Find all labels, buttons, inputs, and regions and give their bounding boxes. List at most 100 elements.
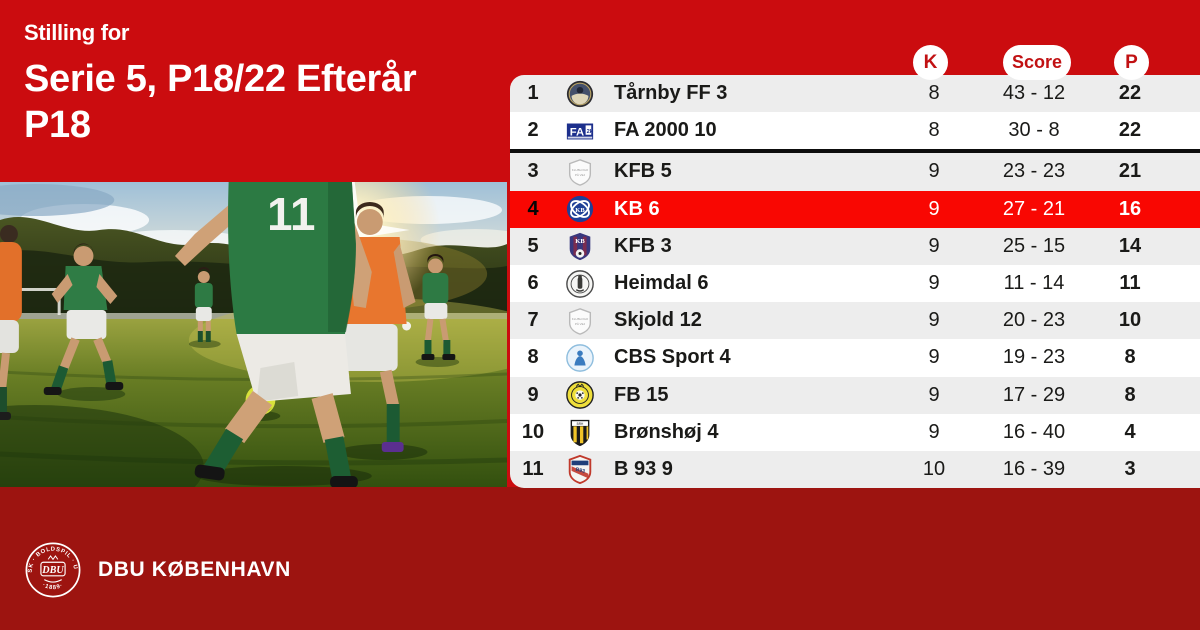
page-title-line1: Serie 5, P18/22 Efterår bbox=[24, 58, 417, 100]
table-row: 11 B93 B 93 9 10 16 - 39 3 bbox=[510, 450, 1200, 488]
points-cell: 3 bbox=[1124, 457, 1136, 480]
club-logo-cell bbox=[556, 343, 604, 373]
points-cell: 8 bbox=[1124, 346, 1136, 369]
table-row: 1 Tårnby FF 3 8 43 - 12 22 bbox=[510, 75, 1200, 113]
goal-score-cell: 16 - 39 bbox=[1002, 457, 1066, 480]
position-cell: 10 bbox=[521, 420, 545, 443]
points-cell: 22 bbox=[1118, 82, 1142, 105]
dbu-logo-icon: DANSK · BOLDSPIL · UNION ·1889· DBU bbox=[24, 541, 81, 598]
team-name-cell: Brønshøj 4 bbox=[614, 420, 719, 443]
column-header-score: Score bbox=[1003, 45, 1071, 80]
position-cell: 2 bbox=[527, 119, 539, 142]
table-row: 9 FB 15 9 17 - 29 8 bbox=[510, 376, 1200, 414]
football-match-photo: 11 bbox=[0, 182, 507, 487]
games-played-cell: 8 bbox=[928, 119, 940, 142]
points-cell: 14 bbox=[1118, 234, 1142, 257]
page-title: Serie 5, P18/22 Efterår P18 bbox=[24, 56, 504, 148]
standings-table: 1 Tårnby FF 3 8 43 - 12 22 2 FA 2k FA 200… bbox=[510, 75, 1200, 488]
svg-text:PÅ VEJ: PÅ VEJ bbox=[575, 172, 586, 177]
kb-club-logo-icon: KB bbox=[566, 196, 594, 223]
bronshoj-club-logo-icon: BRH bbox=[570, 420, 590, 447]
goal-score-cell: 19 - 23 bbox=[1002, 346, 1066, 369]
goal-score-cell: 17 - 29 bbox=[1002, 383, 1066, 406]
team-name-cell: KB 6 bbox=[614, 197, 660, 220]
goal-score-cell: 25 - 15 bbox=[1002, 234, 1066, 257]
club-logo-cell: B93 bbox=[556, 454, 604, 485]
goal-score-cell: 16 - 40 bbox=[1002, 420, 1066, 443]
club-logo-cell: BRH bbox=[556, 417, 604, 447]
team-name-cell: CBS Sport 4 bbox=[614, 346, 731, 369]
team-name-cell: Heimdal 6 bbox=[614, 272, 709, 295]
games-played-cell: 9 bbox=[928, 272, 940, 295]
kicker-text: Stilling for bbox=[24, 20, 130, 45]
table-row: 10 BRH Brønshøj 4 9 16 - 40 4 bbox=[510, 413, 1200, 451]
team-name-cell: KFB 5 bbox=[614, 160, 672, 183]
player-far-left bbox=[0, 225, 22, 420]
games-played-cell: 9 bbox=[928, 160, 940, 183]
team-name-cell: FB 15 bbox=[614, 383, 669, 406]
dbu-logo-year-text: ·1889· bbox=[41, 582, 63, 591]
position-cell: 3 bbox=[527, 160, 539, 183]
games-played-cell: 9 bbox=[928, 197, 940, 220]
games-played-cell: 9 bbox=[928, 383, 940, 406]
points-cell: 4 bbox=[1124, 420, 1136, 443]
table-row: 2 FA 2k FA 2000 10 8 30 - 8 22 bbox=[510, 112, 1200, 150]
team-name-cell: KFB 3 bbox=[614, 234, 672, 257]
table-row: 6 Heimdal 6 9 11 - 14 11 bbox=[510, 264, 1200, 303]
table-row: 5 KB KFB 3 9 25 - 15 14 bbox=[510, 227, 1200, 265]
fa2000-club-logo-icon: FA 2k bbox=[566, 123, 594, 140]
club-logo-cell bbox=[556, 269, 604, 299]
kfb-club-logo-icon: KB bbox=[569, 233, 591, 261]
games-played-cell: 9 bbox=[928, 346, 940, 369]
svg-text:11: 11 bbox=[267, 188, 315, 240]
points-cell: 11 bbox=[1119, 272, 1141, 295]
table-row: 3 KLUBLOGO PÅ VEJ KFB 5 9 23 - 23 21 bbox=[510, 153, 1200, 191]
club-logo-cell: KB bbox=[556, 194, 604, 224]
taarnby-club-logo-icon bbox=[566, 80, 594, 107]
points-cell: 16 bbox=[1118, 197, 1142, 220]
club-logo-cell: FA 2k bbox=[556, 116, 604, 146]
points-cell: 10 bbox=[1118, 309, 1142, 332]
goal-score-cell: 20 - 23 bbox=[1002, 309, 1066, 332]
svg-text:FA: FA bbox=[570, 126, 584, 138]
goal-score-cell: 11 - 14 bbox=[1003, 272, 1065, 295]
club-logo-cell: KLUBLOGO PÅ VEJ bbox=[556, 306, 604, 336]
goal-score-cell: 27 - 21 bbox=[1002, 197, 1066, 220]
position-cell: 6 bbox=[527, 272, 539, 295]
team-name-cell: B 93 9 bbox=[614, 457, 673, 480]
points-cell: 22 bbox=[1118, 119, 1142, 142]
games-played-cell: 9 bbox=[928, 420, 940, 443]
position-cell: 5 bbox=[527, 234, 539, 257]
svg-text:KLUBLOGO: KLUBLOGO bbox=[572, 168, 589, 172]
table-row: 8 CBS Sport 4 9 19 - 23 8 bbox=[510, 339, 1200, 377]
position-cell: 1 bbox=[527, 82, 539, 105]
b93-club-logo-icon: B93 bbox=[568, 455, 592, 485]
points-cell: 8 bbox=[1124, 383, 1136, 406]
table-row: 7 KLUBLOGO PÅ VEJ Skjold 12 9 20 - 23 10 bbox=[510, 302, 1200, 340]
position-cell: 7 bbox=[527, 309, 539, 332]
club-logo-cell bbox=[556, 79, 604, 109]
promotion-separator-line bbox=[510, 149, 1200, 154]
fb-club-logo-icon bbox=[566, 381, 594, 409]
player-midfield bbox=[188, 267, 221, 348]
position-cell: 11 bbox=[522, 457, 544, 480]
team-name-cell: FA 2000 10 bbox=[614, 119, 717, 142]
column-header-games: K bbox=[913, 45, 948, 80]
player-central: 11 bbox=[174, 182, 372, 487]
games-played-cell: 10 bbox=[922, 457, 946, 480]
goal-score-cell: 30 - 8 bbox=[1008, 119, 1060, 142]
column-header-points: P bbox=[1114, 45, 1149, 80]
dbu-logo-center-text: DBU bbox=[41, 565, 64, 576]
svg-text:2k: 2k bbox=[587, 129, 594, 135]
team-name-cell: Tårnby FF 3 bbox=[614, 82, 728, 105]
club-logo-cell: KLUBLOGO PÅ VEJ bbox=[556, 157, 604, 187]
goal-score-cell: 23 - 23 bbox=[1002, 160, 1066, 183]
club-logo-cell: KB bbox=[556, 231, 604, 261]
svg-text:B93: B93 bbox=[575, 467, 586, 475]
title-block: Stilling for Serie 5, P18/22 Efterår P18 bbox=[24, 20, 504, 148]
heimdal-club-logo-icon bbox=[566, 269, 594, 298]
club-logo-cell bbox=[556, 380, 604, 410]
footer-bar: DANSK · BOLDSPIL · UNION ·1889· DBU DBU … bbox=[0, 487, 1200, 630]
